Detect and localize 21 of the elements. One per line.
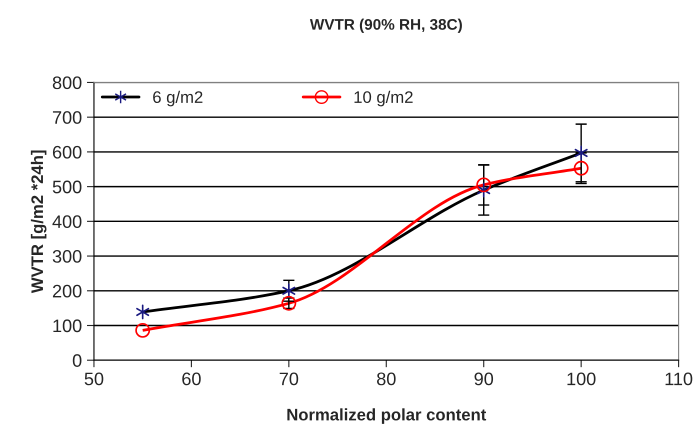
x-tick-label: 110 xyxy=(666,372,692,386)
x-tick-label: 50 xyxy=(84,372,104,386)
y-tick-label: 300 xyxy=(52,250,82,263)
y-tick-label: 0 xyxy=(72,354,82,367)
x-tick-label: 100 xyxy=(567,372,596,386)
y-tick-label: 100 xyxy=(53,319,82,332)
x-tick-label: 80 xyxy=(377,372,396,386)
legend-label: 10 g/m2 xyxy=(354,90,413,106)
y-axis-title: WVTR [g/m2 *24h] xyxy=(30,150,46,294)
y-tick-label: 600 xyxy=(52,146,82,159)
legend-label: 6 g/m2 xyxy=(153,90,202,106)
chart-title: WVTR (90% RH, 38C) xyxy=(310,18,462,33)
x-axis-title: Normalized polar content xyxy=(287,408,486,424)
y-tick-label: 800 xyxy=(52,76,82,90)
y-tick-label: 500 xyxy=(52,180,82,194)
x-tick-label: 70 xyxy=(280,372,298,386)
x-tick-label: 90 xyxy=(474,372,494,386)
y-tick-label: 400 xyxy=(52,215,82,228)
x-tick-label: 60 xyxy=(182,372,201,386)
y-tick-label: 200 xyxy=(52,284,82,298)
y-tick-label: 700 xyxy=(52,111,82,124)
